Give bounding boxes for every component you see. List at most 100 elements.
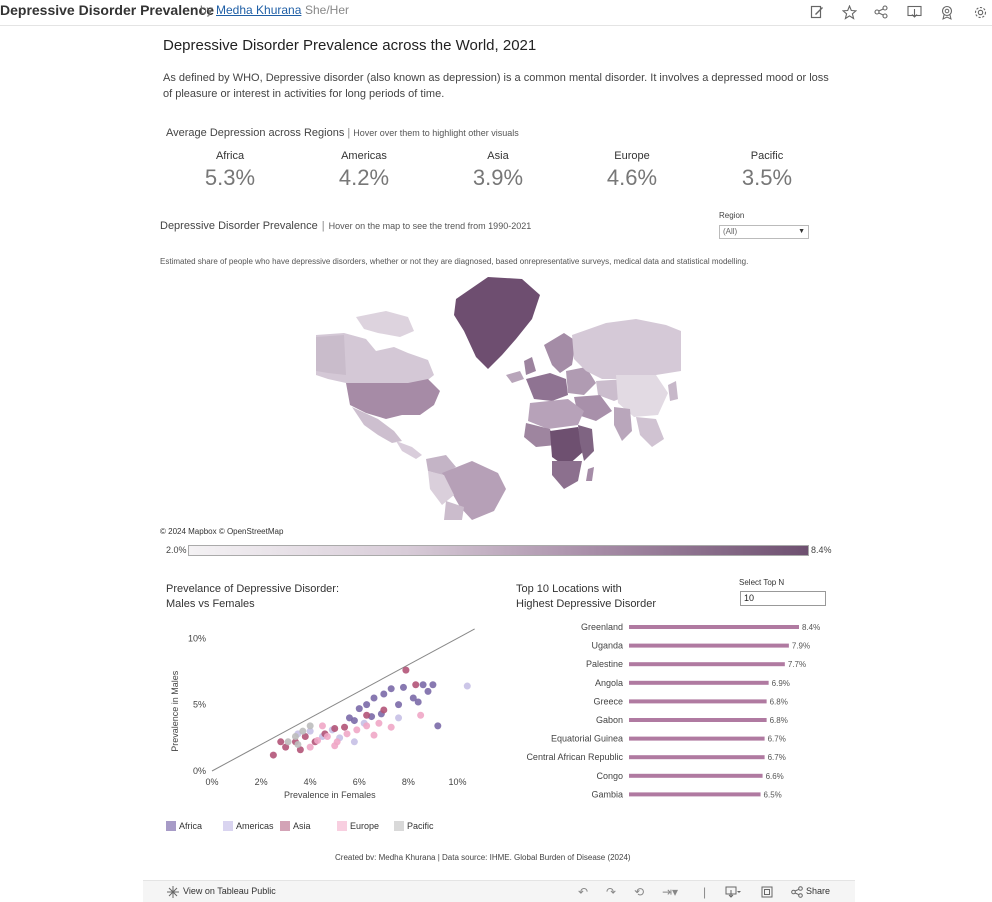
legend-swatch (166, 821, 176, 831)
map-region-southern-africa (552, 461, 582, 489)
bar-category-label: Gambia (591, 789, 623, 799)
y-axis-label: Prevalence in Males (170, 670, 180, 752)
kpi-pacific[interactable]: Pacific 3.5% (707, 150, 827, 191)
x-tick-label: 2% (255, 777, 268, 787)
scatter-point (306, 743, 314, 751)
scatter-point (331, 742, 339, 750)
scatter-point (387, 723, 395, 731)
share-icon[interactable] (791, 884, 803, 900)
legend-label: Americas (236, 821, 274, 831)
kpi-region-value: 4.6% (606, 165, 658, 190)
kpi-region-value: 3.5% (741, 165, 793, 190)
kpi-region-name: Europe (614, 150, 650, 162)
top-locations-bar-chart[interactable]: Greenland 8.4% Uganda 7.9% Palestine 7.7% Ango… (505, 615, 845, 810)
bar-category-label: Gabon (596, 715, 623, 725)
map-region-middle-east (574, 395, 612, 421)
kpi-region-value: 4.2% (338, 165, 390, 190)
author-pronouns: She/Her (305, 3, 350, 17)
kpi-asia[interactable]: Asia 3.9% (438, 150, 558, 191)
scatter-point (363, 701, 371, 709)
badge-icon[interactable] (938, 3, 956, 21)
y-tick-label: 0% (193, 766, 206, 776)
bar-value-label: 7.9% (792, 642, 810, 651)
edit-icon[interactable] (808, 3, 826, 21)
credit-note: Created bv: Medha Khurana | Data source:… (335, 853, 631, 862)
scatter-point (269, 751, 277, 759)
map-heading-text: Depressive Disorder Prevalence (160, 220, 318, 232)
kpi-africa[interactable]: Africa 5.3% (170, 150, 290, 191)
region-filter-dropdown[interactable]: (All) ▼ (719, 225, 809, 239)
scatter-point (355, 705, 363, 713)
map-region-east-africa (578, 425, 594, 461)
scatter-point (306, 722, 314, 730)
legend-label: Asia (293, 821, 311, 831)
topn-input[interactable]: 10 (740, 591, 826, 606)
scatter-point (412, 681, 420, 689)
map-region-brazil (442, 461, 506, 520)
revert-icon[interactable]: ⟲ (634, 885, 645, 899)
share-icon[interactable] (872, 3, 890, 21)
bar-value-label: 6.6% (766, 772, 784, 781)
map-region-western-europe (526, 373, 568, 401)
map-region-china (616, 375, 668, 417)
legend-item-americas[interactable]: Americas (223, 820, 274, 832)
download-icon[interactable] (905, 3, 923, 21)
dashboard-description: As defined by WHO, Depressive disorder (… (163, 72, 829, 100)
map-region-central-america (396, 441, 422, 459)
map-region-scandinavia (544, 333, 576, 373)
bar-category-label: Angola (595, 678, 623, 688)
kpi-europe[interactable]: Europe 4.6% (572, 150, 692, 191)
bar (629, 736, 765, 741)
y-tick-label: 10% (188, 633, 206, 643)
legend-item-africa[interactable]: Africa (166, 820, 202, 832)
bar (629, 699, 767, 704)
legend-item-asia[interactable]: Asia (280, 820, 311, 832)
topn-title-line1: Top 10 Locations with (516, 583, 622, 595)
redo-icon[interactable]: ↷ (606, 885, 617, 899)
scatter-point (350, 738, 358, 746)
chevron-down-icon: ▼ (798, 228, 805, 235)
bar-category-label: Congo (596, 771, 623, 781)
view-on-tableau-public-link[interactable]: View on Tableau Public (183, 886, 276, 896)
map-region-north-africa (528, 399, 584, 429)
bar (629, 773, 763, 778)
legend-swatch (394, 821, 404, 831)
legend-item-pacific[interactable]: Pacific (394, 820, 434, 832)
author-link[interactable]: Medha Khurana (216, 3, 302, 17)
scatter-chart[interactable]: 0% 5% 10% 0% 2% 4% 6% 8% 10% Prevalence in Female… (160, 615, 490, 810)
kpi-region-name: Asia (487, 150, 509, 162)
scatter-point (419, 681, 427, 689)
scatter-point (306, 727, 314, 735)
scatter-point (296, 746, 304, 754)
scatter-point (331, 725, 339, 733)
scatter-point (284, 738, 292, 746)
legend-item-europe[interactable]: Europe (337, 820, 379, 832)
share-button[interactable]: Share (806, 886, 831, 896)
map-region-west-africa (524, 423, 556, 447)
legend-label: Pacific (407, 821, 434, 831)
scatter-point (434, 722, 442, 730)
undo-icon[interactable]: ↶ (578, 885, 589, 899)
kpi-americas[interactable]: Americas 4.2% (304, 150, 424, 191)
star-icon[interactable] (840, 3, 858, 21)
map-region-alaska (316, 335, 346, 375)
map-region-japan (668, 381, 678, 401)
scatter-point (341, 723, 349, 731)
color-scale-min: 2.0% (166, 545, 187, 555)
map-subtitle: Estimated share of people who have depre… (160, 257, 749, 266)
download-menu-icon[interactable] (725, 884, 741, 900)
bottom-toolbar: View on Tableau Public ↶ ↷ ⟲ ⇥▾ | Share (143, 880, 855, 902)
fullscreen-icon[interactable] (761, 884, 773, 900)
world-map[interactable] (316, 275, 681, 520)
legend-swatch (337, 821, 347, 831)
scatter-point (299, 727, 307, 735)
scatter-point (399, 683, 407, 691)
settings-icon[interactable] (971, 3, 989, 21)
scatter-point (380, 690, 388, 698)
bar-value-label: 6.7% (768, 735, 786, 744)
color-scale-bar (188, 545, 809, 556)
map-attribution[interactable]: © 2024 Mapbox © OpenStreetMap (160, 527, 284, 536)
kpi-region-name: Pacific (750, 150, 784, 162)
kpi-hint: Hover over them to highlight other visua… (353, 128, 519, 138)
pause-icon[interactable]: ⇥▾ (662, 885, 679, 899)
